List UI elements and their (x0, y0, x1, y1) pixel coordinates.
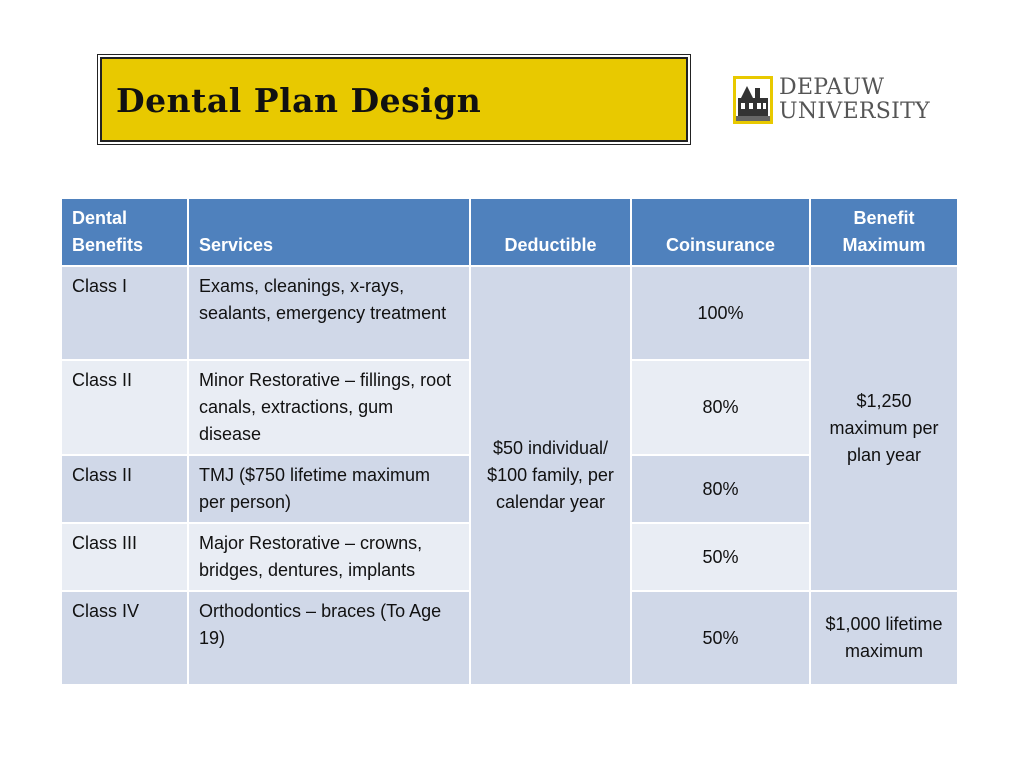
header-services: Services (187, 197, 471, 267)
services-cell: Major Restorative – crowns, bridges, den… (187, 522, 471, 592)
coinsurance-cell: 80% (630, 454, 811, 524)
table-row: Class IV Orthodontics – braces (To Age 1… (60, 590, 959, 686)
benefit-class-cell: Class III (60, 522, 189, 592)
header-benefit-maximum: Benefit Maximum (809, 197, 959, 267)
header-deductible: Deductible (469, 197, 632, 267)
title-box: Dental Plan Design (97, 54, 691, 145)
benefit-maximum-ortho-cell: $1,000 lifetime maximum (809, 590, 959, 686)
logo-text-university: UNIVERSITY (779, 99, 930, 124)
university-building-icon (733, 76, 773, 124)
coinsurance-cell: 50% (630, 522, 811, 592)
benefit-class-cell: Class IV (60, 590, 189, 686)
header-coinsurance: Coinsurance (630, 197, 811, 267)
slide-title: Dental Plan Design (116, 81, 482, 120)
depauw-logo: DEPAUW UNIVERSITY (733, 75, 948, 128)
coinsurance-cell: 50% (630, 590, 811, 686)
services-cell: Orthodontics – braces (To Age 19) (187, 590, 471, 686)
benefit-maximum-cell: $1,250 maximum per plan year (809, 265, 959, 592)
benefit-class-cell: Class I (60, 265, 189, 361)
table-row: Class I Exams, cleanings, x-rays, sealan… (60, 265, 959, 686)
benefit-class-cell: Class II (60, 454, 189, 524)
dental-benefits-table: Dental Benefits Services Deductible Coin… (60, 197, 959, 686)
coinsurance-cell: 100% (630, 265, 811, 361)
benefit-class-cell: Class II (60, 359, 189, 456)
table-header-row: Dental Benefits Services Deductible Coin… (60, 197, 959, 267)
coinsurance-cell: 80% (630, 359, 811, 456)
logo-text-depauw: DEPAUW (779, 75, 885, 100)
services-cell: Exams, cleanings, x-rays, sealants, emer… (187, 265, 471, 361)
table-row: Class II TMJ ($750 lifetime maximum per … (60, 454, 958, 524)
table-row: Class II Minor Restorative – fillings, r… (60, 359, 958, 456)
deductible-cell: $50 individual/ $100 family, per calenda… (469, 265, 632, 686)
services-cell: Minor Restorative – fillings, root canal… (187, 359, 471, 456)
header-dental-benefits: Dental Benefits (60, 197, 189, 267)
table-row: Class III Major Restorative – crowns, br… (60, 522, 958, 592)
services-cell: TMJ ($750 lifetime maximum per person) (187, 454, 471, 524)
